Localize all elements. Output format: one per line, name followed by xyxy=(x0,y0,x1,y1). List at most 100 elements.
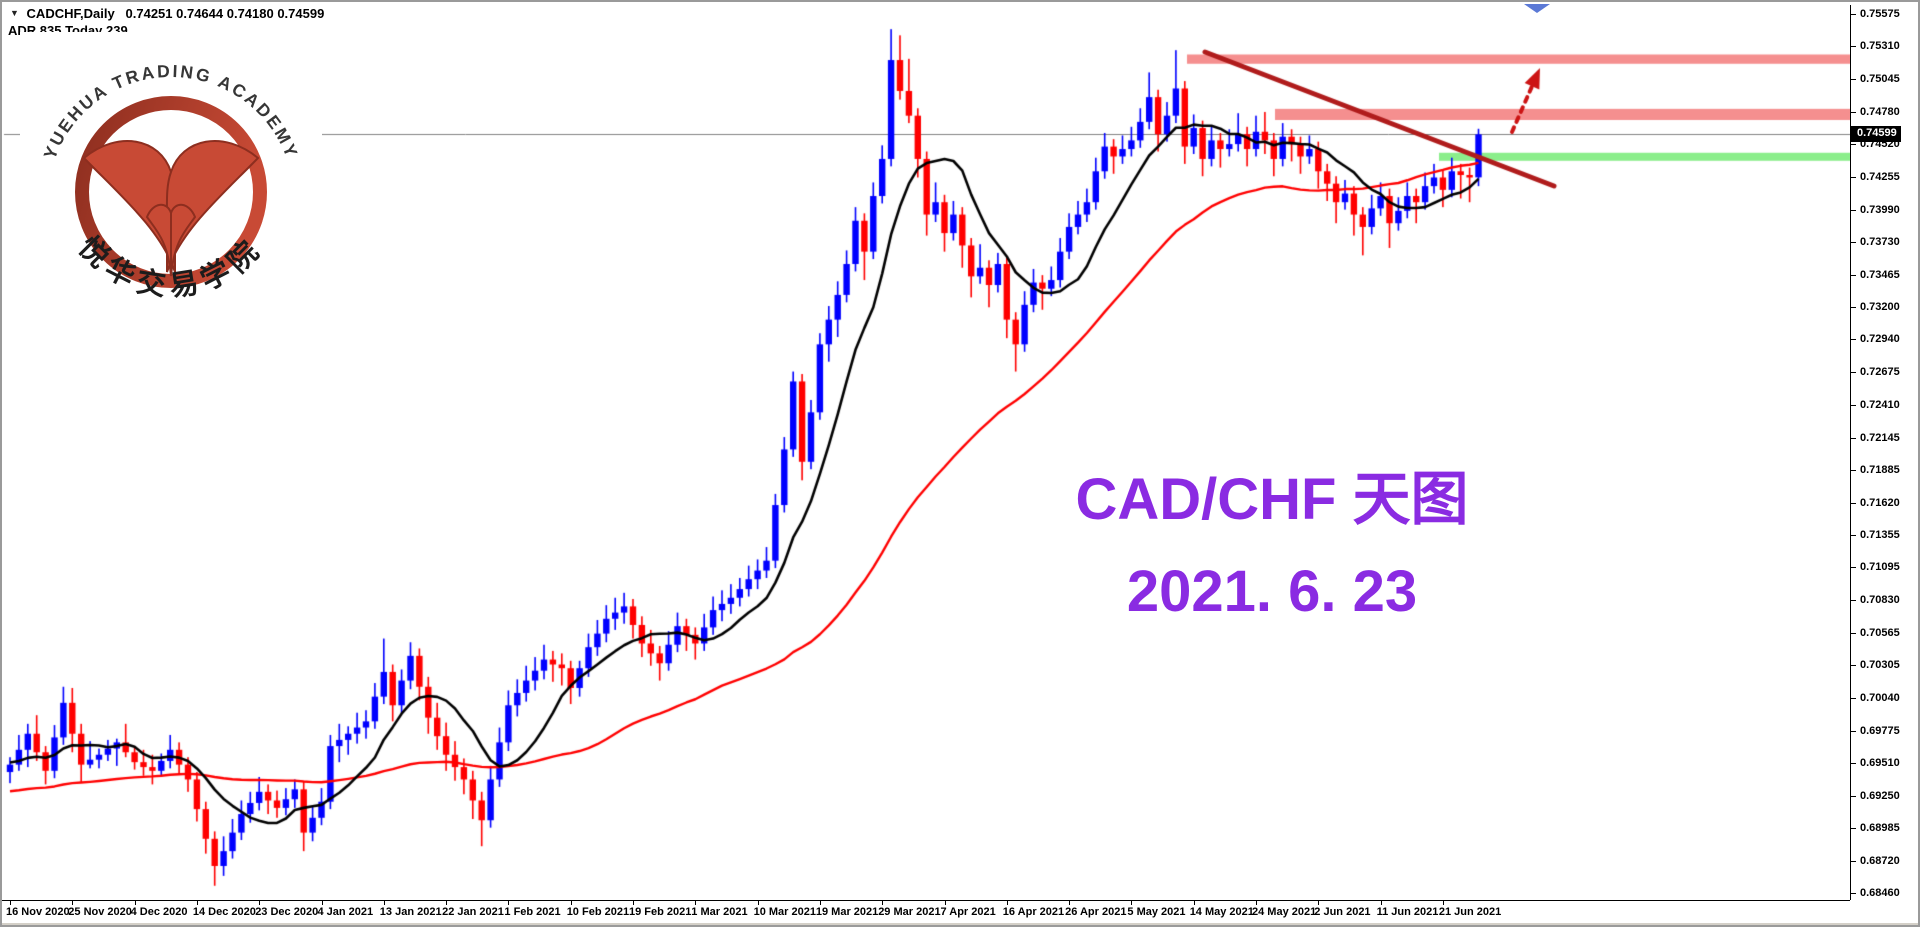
price-axis-label: 0.69775 xyxy=(1860,724,1900,737)
price-axis-label: 0.69250 xyxy=(1860,789,1900,802)
price-axis-tick xyxy=(1851,600,1856,602)
date-axis-label: 21 Jun 2021 xyxy=(1438,906,1502,918)
price-axis-tick xyxy=(1851,404,1856,406)
price-axis-label: 0.68460 xyxy=(1860,887,1900,900)
price-axis-tick xyxy=(1851,795,1856,797)
price-axis-label: 0.75575 xyxy=(1860,7,1900,20)
price-axis-tick xyxy=(1851,469,1856,471)
date-axis-tick xyxy=(134,901,136,905)
date-axis-tick xyxy=(383,901,385,905)
price-axis-label: 0.71355 xyxy=(1860,529,1900,542)
date-axis-tick xyxy=(819,901,821,905)
date-axis-label: 25 Nov 2020 xyxy=(68,906,132,918)
price-axis-tick xyxy=(1851,730,1856,732)
price-axis-label: 0.75045 xyxy=(1860,73,1900,86)
date-axis-label: 5 May 2021 xyxy=(1127,906,1186,918)
date-axis-label: 4 Dec 2020 xyxy=(130,906,188,918)
date-axis-label: 14 Dec 2020 xyxy=(192,906,256,918)
date-axis-label: 11 Jun 2021 xyxy=(1376,906,1439,918)
price-axis-tick xyxy=(1851,567,1856,569)
chart-annotation: CAD/CHF 天图 2021. 6. 23 xyxy=(1017,454,1527,638)
price-axis-tick xyxy=(1851,209,1856,211)
current-price-tag: 0.74599 xyxy=(1851,126,1901,143)
date-axis-tick xyxy=(695,901,697,905)
price-axis-label: 0.71620 xyxy=(1860,496,1900,509)
date-axis-tick xyxy=(1193,901,1195,905)
scroll-to-end-icon[interactable] xyxy=(1524,4,1550,13)
price-axis-label: 0.74780 xyxy=(1860,105,1900,118)
date-axis-tick xyxy=(259,901,261,905)
price-axis-tick xyxy=(1851,828,1856,830)
date-axis-label: 24 May 2021 xyxy=(1252,906,1317,918)
date-axis[interactable]: 16 Nov 2020 25 Nov 2020 4 Dec 2020 14 Dec 2… xyxy=(2,900,1850,924)
price-axis-label: 0.70040 xyxy=(1860,691,1900,704)
price-axis-tick xyxy=(1851,372,1856,374)
price-axis-tick xyxy=(1851,274,1856,276)
date-axis-label: 19 Mar 2021 xyxy=(815,906,879,918)
price-axis-tick xyxy=(1851,535,1856,537)
price-axis-label: 0.71095 xyxy=(1860,561,1900,574)
price-axis-tick xyxy=(1851,632,1856,634)
date-axis-label: 14 May 2021 xyxy=(1189,906,1254,918)
date-axis-tick xyxy=(446,901,448,905)
yuehua-academy-logo: YUEHUA TRADING ACADEMY 悦华交易学院 xyxy=(20,32,322,352)
date-axis-tick xyxy=(633,901,634,905)
price-axis-tick xyxy=(1851,339,1856,341)
date-axis-tick xyxy=(1380,901,1382,905)
price-axis-label: 0.70565 xyxy=(1860,626,1900,639)
symbol-timeframe-label: CADCHF,Daily xyxy=(26,6,115,21)
date-axis-tick xyxy=(1069,901,1071,905)
price-axis-label: 0.72145 xyxy=(1860,431,1900,444)
price-axis-label: 0.70830 xyxy=(1860,594,1900,607)
price-axis-label: 0.71885 xyxy=(1860,463,1900,476)
logo-ring xyxy=(75,96,267,288)
date-axis-tick xyxy=(196,901,198,905)
price-axis-tick xyxy=(1851,697,1856,699)
symbol-dropdown-icon[interactable]: ▼ xyxy=(10,8,19,18)
ohlc-values: 0.74251 0.74644 0.74180 0.74599 xyxy=(125,6,325,21)
annotation-title: CAD/CHF 天图 xyxy=(1075,467,1469,532)
price-axis-label: 0.72675 xyxy=(1860,366,1900,379)
date-axis-tick xyxy=(944,901,946,905)
price-axis-label: 0.72940 xyxy=(1860,333,1900,346)
price-axis-label: 0.72410 xyxy=(1860,398,1900,411)
date-axis-label: 4 Jan 2021 xyxy=(317,906,374,918)
chart-header: ▼ CADCHF,Daily 0.74251 0.74644 0.74180 0… xyxy=(10,6,324,21)
logo-tulip-icon xyxy=(82,140,260,277)
price-axis-label: 0.68720 xyxy=(1860,855,1900,868)
date-axis-label: 10 Feb 2021 xyxy=(566,906,630,918)
date-axis-label: 23 Dec 2020 xyxy=(255,906,319,918)
price-axis-tick xyxy=(1851,502,1856,504)
price-axis-label: 0.68985 xyxy=(1860,822,1900,835)
date-axis-tick xyxy=(72,901,74,905)
date-axis-label: 7 Apr 2021 xyxy=(940,906,996,918)
date-axis-label: 16 Apr 2021 xyxy=(1002,906,1065,918)
date-axis-tick xyxy=(882,901,884,905)
date-axis-label: 19 Feb 2021 xyxy=(629,906,692,918)
date-axis-tick xyxy=(1006,901,1008,905)
price-axis-tick xyxy=(1851,893,1856,895)
date-axis-label: 1 Feb 2021 xyxy=(504,906,561,918)
price-axis-tick xyxy=(1851,13,1856,15)
price-axis-tick xyxy=(1851,665,1856,667)
date-axis-tick xyxy=(321,901,323,905)
price-axis[interactable]: 0.75575 0.75310 0.75045 0.74780 0.74520 0.742… xyxy=(1850,5,1918,900)
price-axis-label: 0.70305 xyxy=(1860,659,1900,672)
date-axis-label: 1 Mar 2021 xyxy=(691,906,748,918)
date-axis-tick xyxy=(508,901,510,905)
date-axis-tick xyxy=(1442,901,1444,905)
date-axis-tick xyxy=(570,901,572,905)
date-axis-tick xyxy=(1256,901,1257,905)
price-axis-label: 0.73990 xyxy=(1860,203,1900,216)
date-axis-label: 29 Mar 2021 xyxy=(878,906,941,918)
price-axis-label: 0.69510 xyxy=(1860,757,1900,770)
date-axis-label: 13 Jan 2021 xyxy=(379,906,442,918)
price-axis-label: 0.74255 xyxy=(1860,170,1900,183)
window-bottom-edge xyxy=(2,923,1918,925)
date-axis-tick xyxy=(1318,901,1320,905)
price-axis-tick xyxy=(1851,176,1856,178)
price-axis-tick xyxy=(1851,437,1856,439)
date-axis-tick xyxy=(1131,901,1133,905)
date-axis-tick xyxy=(757,901,759,905)
